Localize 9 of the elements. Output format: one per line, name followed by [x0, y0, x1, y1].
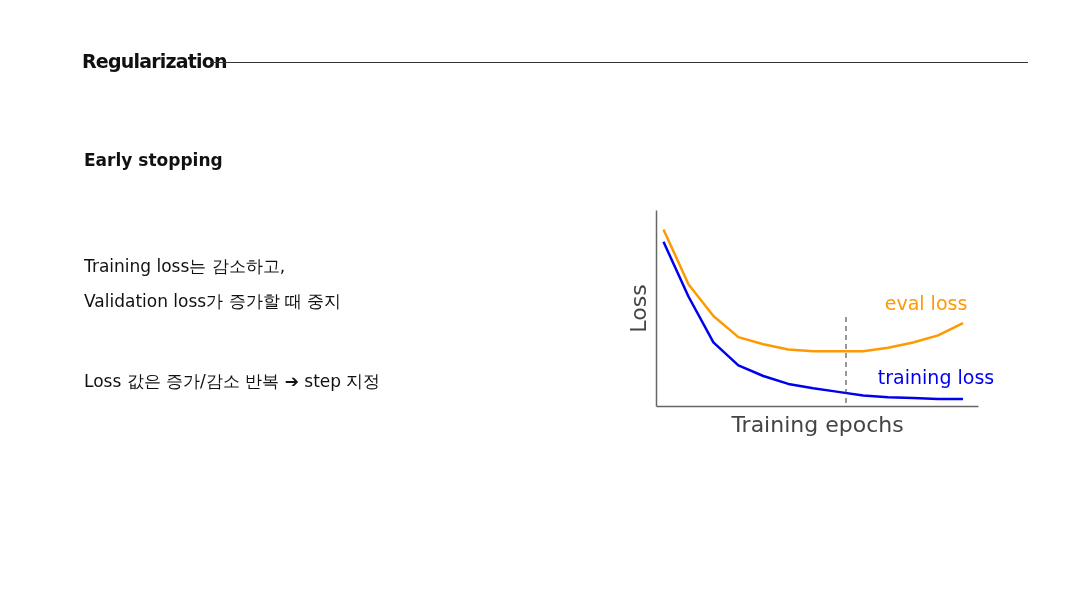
y-axis-title: Loss	[625, 284, 651, 333]
series-label: eval loss	[884, 292, 968, 315]
text: Loss 값은 증가/감소 반복 ➔ step 지정	[84, 370, 381, 393]
text: Regularization	[82, 50, 227, 72]
text: Training loss는 감소하고,	[84, 255, 286, 278]
text: Early stopping	[84, 150, 223, 170]
text: Validation loss가 증가할 때 중지	[84, 290, 342, 313]
series-label: training loss	[877, 365, 995, 388]
x-axis-title: Training epochs	[730, 411, 904, 437]
